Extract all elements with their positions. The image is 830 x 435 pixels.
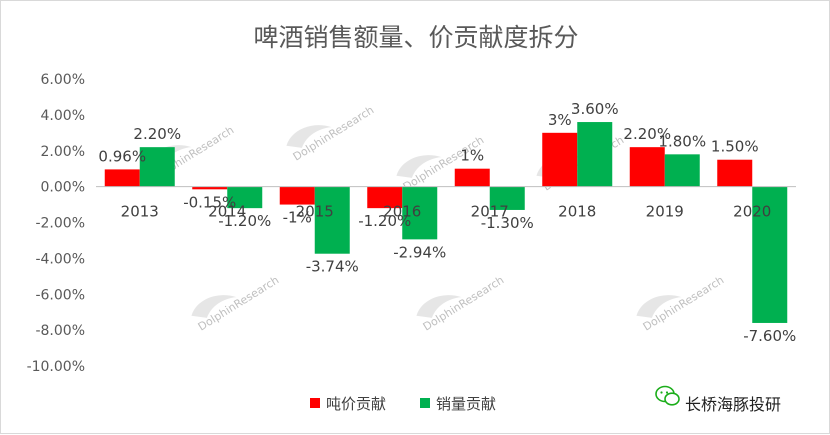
dolphin-watermark-icon <box>286 125 332 148</box>
y-tick-label: -6.00% <box>35 287 85 303</box>
volume-label-2019: 1.80% <box>658 132 706 150</box>
y-axis: 6.00% 4.00% 2.00% 0.00% -2.00% -4.00% -6.00% -8… <box>27 72 85 375</box>
x-tick-label-2019: 2019 <box>646 203 684 221</box>
y-tick-label: 4.00% <box>41 108 85 124</box>
wechat-icon <box>655 385 680 406</box>
data-labels: 0.96% -0.15% -1% -1.20% 1% 3% 2.20% 1.50% 2.20% -… <box>98 100 796 345</box>
price-bar-2014 <box>192 186 228 190</box>
watermark-2: DolphinResearch <box>191 273 281 334</box>
y-tick-label: -4.00% <box>35 251 85 267</box>
x-tick-label-2017: 2017 <box>471 203 509 221</box>
brand-logo: 长桥海豚投研 <box>655 385 781 414</box>
volume-label-2016: -2.94% <box>393 243 446 261</box>
legend-swatch-2 <box>420 398 430 408</box>
x-tick-label-2013: 2013 <box>121 203 159 221</box>
price-label-2016: -1.20% <box>358 212 411 230</box>
volume-bar-2015 <box>314 186 350 254</box>
volume-label-2015: -3.74% <box>306 258 359 276</box>
volume-label-2020: -7.60% <box>743 327 796 345</box>
price-bar-2019 <box>629 147 665 187</box>
price-bar-2018 <box>542 132 578 187</box>
bars-layer <box>104 122 788 323</box>
price-label-2014: -0.15% <box>183 193 236 211</box>
price-label-2015: -1% <box>283 209 312 227</box>
volume-label-2018: 3.60% <box>571 100 619 118</box>
volume-bar-2014 <box>227 186 263 209</box>
price-label-2013: 0.96% <box>98 147 146 165</box>
y-tick-label: 2.00% <box>41 144 85 160</box>
price-bar-2015 <box>279 186 315 205</box>
price-bar-2013 <box>104 169 140 187</box>
x-tick-label-2015: 2015 <box>296 203 334 221</box>
dolphin-watermark-icon <box>416 295 462 318</box>
y-tick-label: -10.00% <box>27 359 85 375</box>
watermark-7: DolphinResearch <box>636 273 726 334</box>
legend-swatch-1 <box>310 398 320 408</box>
y-tick-label: 6.00% <box>41 72 85 88</box>
legend: 吨价贡献 销量贡献 <box>310 395 496 413</box>
x-tick-label-2020: 2020 <box>733 203 771 221</box>
y-tick-label: -8.00% <box>35 323 85 339</box>
volume-bar-2017 <box>489 186 525 210</box>
volume-label-2017: -1.30% <box>481 214 534 232</box>
volume-bar-2018 <box>577 122 613 187</box>
x-tick-label-2014: 2014 <box>208 203 246 221</box>
price-label-2020: 1.50% <box>711 138 759 156</box>
dolphin-watermark-icon <box>191 295 237 318</box>
volume-bar-2016 <box>402 186 438 240</box>
watermark-3: DolphinResearch <box>286 103 376 164</box>
y-tick-label: 0.00% <box>41 180 85 196</box>
price-bar-2020 <box>717 159 753 187</box>
legend-label-1: 吨价贡献 <box>326 395 386 413</box>
price-label-2017: 1% <box>460 147 484 165</box>
x-axis: 2013 2014 2015 2016 2017 2018 2019 2020 <box>121 203 772 221</box>
volume-bar-2019 <box>664 154 700 187</box>
watermark-5: DolphinResearch <box>416 273 506 334</box>
chart-title: 啤酒销售额量、价贡献度拆分 <box>253 23 578 52</box>
price-bar-2017 <box>454 168 490 187</box>
volume-label-2014: -1.20% <box>218 212 271 230</box>
brand-text: 长桥海豚投研 <box>685 395 781 414</box>
x-tick-label-2018: 2018 <box>558 203 596 221</box>
price-label-2019: 2.20% <box>623 125 671 143</box>
dolphin-watermark-icon <box>396 155 442 178</box>
x-tick-label-2016: 2016 <box>383 203 421 221</box>
volume-label-2013: 2.20% <box>133 125 181 143</box>
volume-bar-2020 <box>752 186 788 323</box>
price-label-2018: 3% <box>548 111 572 129</box>
y-tick-label: -2.00% <box>35 216 85 232</box>
dolphin-watermark-icon <box>636 295 682 318</box>
legend-label-2: 销量贡献 <box>436 395 496 413</box>
volume-bar-2013 <box>139 147 175 187</box>
price-bar-2016 <box>367 186 403 209</box>
